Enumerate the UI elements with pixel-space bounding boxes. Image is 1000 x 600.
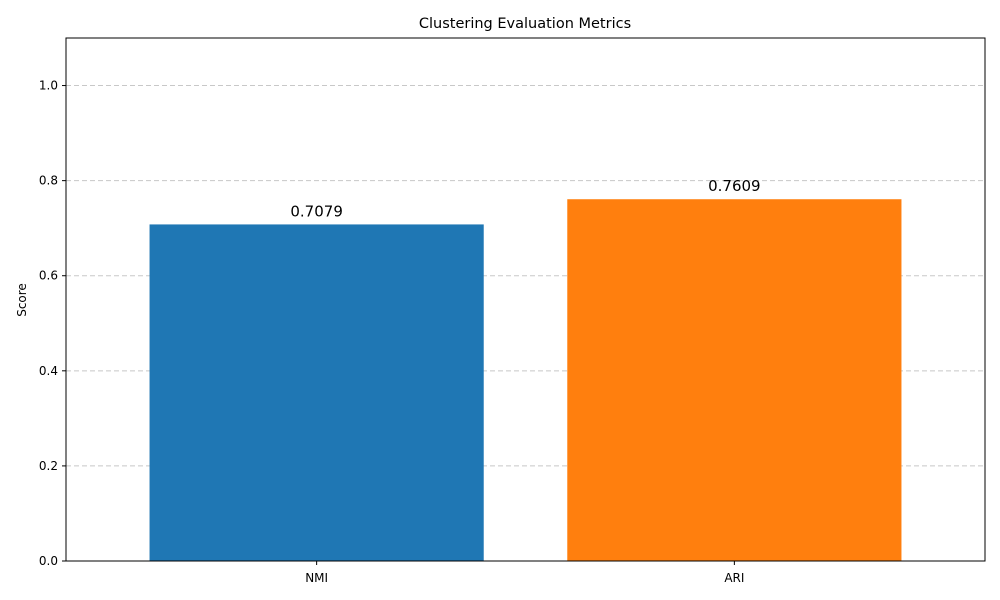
bar-nmi: [149, 224, 484, 561]
data-label-nmi: 0.7079: [290, 202, 343, 220]
plot-frame: [65, 37, 986, 562]
x-tick-label: NMI: [305, 571, 328, 585]
chart-title: Clustering Evaluation Metrics: [419, 16, 631, 32]
y-ticks: 0.0 0.2 0.4 0.6 0.8 1.0: [39, 79, 66, 568]
y-tick-label: 0.8: [39, 174, 58, 188]
bar-ari: [567, 199, 902, 562]
y-tick-label: 0.2: [39, 459, 58, 473]
bars: [149, 199, 902, 562]
x-tick-label: ARI: [724, 571, 744, 585]
x-ticks: NMI ARI: [305, 561, 744, 585]
plot-border: [65, 37, 986, 562]
y-tick-label: 1.0: [39, 79, 58, 93]
y-tick-label: 0.4: [39, 364, 58, 378]
y-axis-label: Score: [15, 283, 29, 317]
data-labels: 0.7079 0.7609: [290, 177, 760, 220]
y-tick-label: 0.6: [39, 269, 58, 283]
data-label-ari: 0.7609: [708, 177, 761, 195]
y-tick-label: 0.0: [39, 554, 58, 568]
